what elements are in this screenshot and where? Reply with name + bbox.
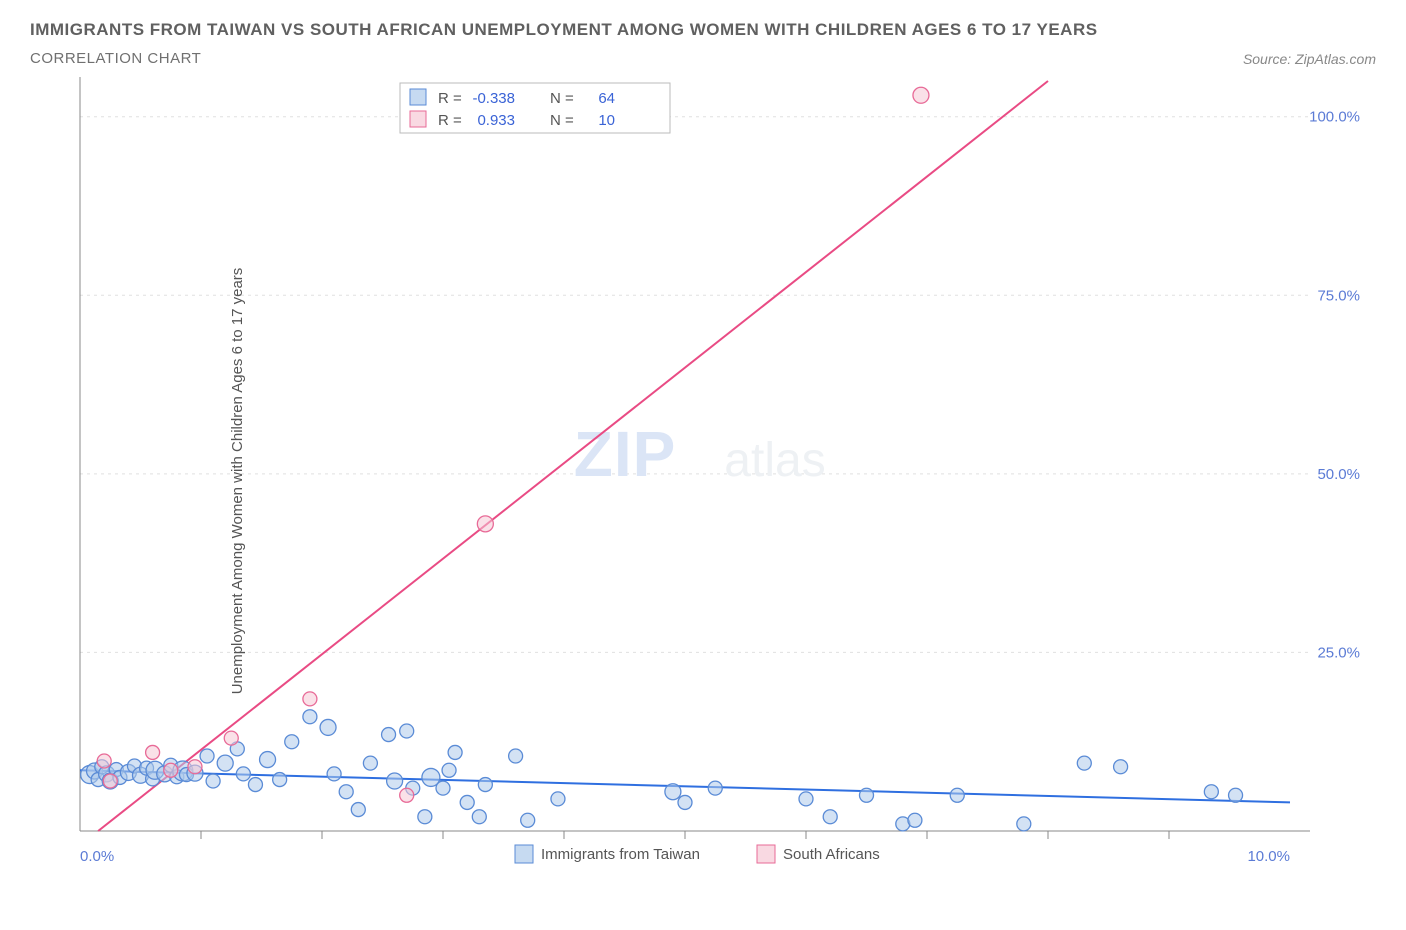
y-tick-label: 100.0% (1309, 109, 1360, 126)
data-point (97, 754, 111, 768)
data-point (1204, 785, 1218, 799)
data-point (1017, 817, 1031, 831)
data-point (382, 728, 396, 742)
legend-label: N = (550, 90, 574, 107)
data-point (477, 516, 493, 532)
legend-label: R = (438, 90, 462, 107)
data-point (217, 755, 233, 771)
source-label: Source: ZipAtlas.com (1243, 51, 1376, 67)
data-point (442, 763, 456, 777)
data-point (799, 792, 813, 806)
data-point (448, 745, 462, 759)
data-point (320, 719, 336, 735)
data-point (146, 745, 160, 759)
data-point (248, 778, 262, 792)
legend-value: 64 (598, 90, 615, 107)
legend-swatch (410, 89, 426, 105)
data-point (823, 810, 837, 824)
data-point (224, 731, 238, 745)
data-point (708, 781, 722, 795)
legend-label: South Africans (783, 846, 880, 863)
data-point (1229, 788, 1243, 802)
data-point (1114, 760, 1128, 774)
chart-container: Unemployment Among Women with Children A… (30, 71, 1376, 891)
legend-swatch (515, 845, 533, 863)
chart-title: IMMIGRANTS FROM TAIWAN VS SOUTH AFRICAN … (30, 20, 1376, 40)
y-axis-label: Unemployment Among Women with Children A… (229, 268, 246, 695)
data-point (400, 788, 414, 802)
data-point (678, 795, 692, 809)
data-point (260, 752, 276, 768)
data-point (327, 767, 341, 781)
data-point (400, 724, 414, 738)
data-point (472, 810, 486, 824)
data-point (460, 795, 474, 809)
watermark-text: atlas (724, 434, 825, 487)
data-point (860, 788, 874, 802)
data-point (436, 781, 450, 795)
data-point (551, 792, 565, 806)
data-point (418, 810, 432, 824)
data-point (950, 788, 964, 802)
legend-value: -0.338 (472, 90, 515, 107)
data-point (164, 763, 178, 777)
data-point (521, 813, 535, 827)
data-point (200, 749, 214, 763)
legend-value: 0.933 (477, 112, 515, 129)
data-point (478, 778, 492, 792)
legend-swatch (410, 111, 426, 127)
x-tick-label: 10.0% (1247, 848, 1290, 865)
data-point (236, 767, 250, 781)
data-point (665, 784, 681, 800)
chart-subtitle: CORRELATION CHART (30, 50, 201, 67)
data-point (1077, 756, 1091, 770)
data-point (339, 785, 353, 799)
y-tick-label: 75.0% (1317, 287, 1360, 304)
data-point (303, 710, 317, 724)
data-point (509, 749, 523, 763)
y-tick-label: 25.0% (1317, 644, 1360, 661)
data-point (206, 774, 220, 788)
x-tick-label: 0.0% (80, 848, 114, 865)
data-point (285, 735, 299, 749)
data-point (363, 756, 377, 770)
legend-label: N = (550, 112, 574, 129)
data-point (273, 773, 287, 787)
data-point (387, 773, 403, 789)
watermark-text: ZIP (574, 418, 677, 490)
legend-value: 10 (598, 112, 615, 129)
data-point (908, 813, 922, 827)
legend-swatch (757, 845, 775, 863)
data-point (188, 760, 202, 774)
legend-label: Immigrants from Taiwan (541, 846, 700, 863)
y-tick-label: 50.0% (1317, 466, 1360, 483)
data-point (303, 692, 317, 706)
data-point (351, 803, 365, 817)
legend-label: R = (438, 112, 462, 129)
data-point (913, 87, 929, 103)
data-point (103, 774, 117, 788)
